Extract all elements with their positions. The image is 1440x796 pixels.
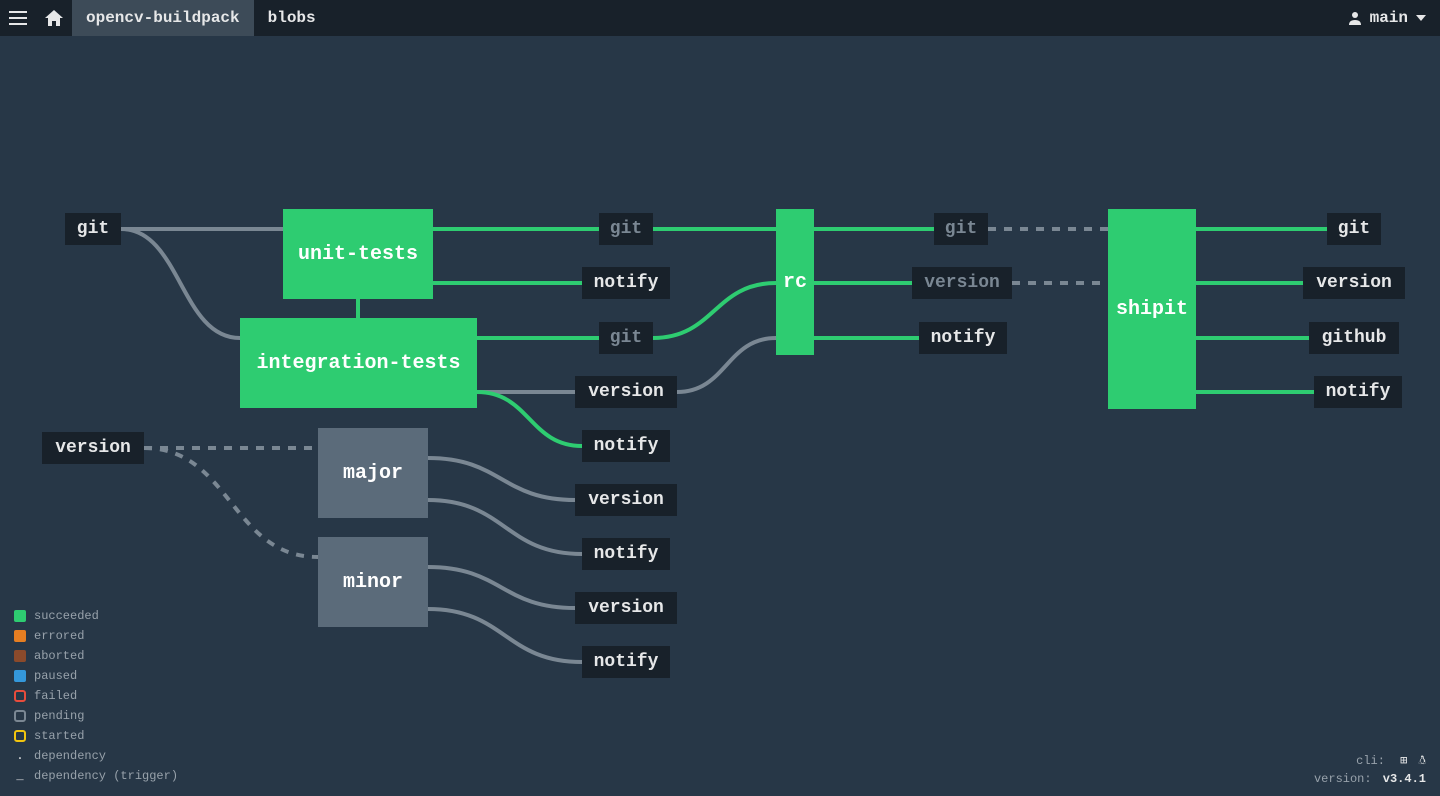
cli-label: cli: [1356, 754, 1385, 768]
legend-swatch [14, 670, 26, 682]
resource-it_notify[interactable]: notify [582, 430, 670, 462]
legend-label: paused [34, 666, 77, 686]
resource-maj_version[interactable]: version [575, 484, 677, 516]
legend-label: dependency [34, 746, 106, 766]
resource-rc_notify[interactable]: notify [919, 322, 1007, 354]
pipeline-tabs: opencv-buildpackblobs [72, 0, 330, 36]
legend-row: started [14, 726, 178, 746]
resource-it_version[interactable]: version [575, 376, 677, 408]
legend-row: paused [14, 666, 178, 686]
legend-row: _ dependency (trigger) [14, 766, 178, 786]
job-rc[interactable]: rc [776, 209, 814, 355]
legend-label: aborted [34, 646, 84, 666]
legend-swatch: _ [14, 766, 26, 786]
legend-row: errored [14, 626, 178, 646]
resource-maj_notify[interactable]: notify [582, 538, 670, 570]
legend-swatch [14, 710, 26, 722]
legend-swatch [14, 610, 26, 622]
legend-row: failed [14, 686, 178, 706]
pipeline-edges [0, 0, 1440, 796]
user-menu[interactable]: main [1334, 9, 1440, 27]
resource-rc_version[interactable]: version [912, 267, 1012, 299]
edge [477, 392, 582, 446]
legend-label: failed [34, 686, 77, 706]
user-icon [1348, 11, 1362, 25]
legend: succeedederroredabortedpausedfailedpendi… [14, 606, 178, 786]
resource-ut_git[interactable]: git [599, 213, 653, 245]
chevron-down-icon [1416, 15, 1426, 21]
legend-swatch [14, 690, 26, 702]
pipeline-tab[interactable]: opencv-buildpack [72, 0, 254, 36]
pipeline-tab[interactable]: blobs [254, 0, 330, 36]
version-label: version: [1314, 772, 1372, 786]
home-icon[interactable] [36, 0, 72, 36]
version-value[interactable]: v3.4.1 [1383, 772, 1426, 786]
legend-swatch: . [14, 746, 26, 766]
resource-git_in[interactable]: git [65, 213, 121, 245]
cli-windows-icon[interactable]: ⊞ [1400, 754, 1407, 768]
footer: cli: ⊞ 🐧︎ version: v3.4.1 [1314, 752, 1426, 788]
legend-label: started [34, 726, 84, 746]
job-integration_tests[interactable]: integration-tests [240, 318, 477, 408]
legend-label: errored [34, 626, 84, 646]
menu-icon[interactable] [0, 0, 36, 36]
resource-sh_notify[interactable]: notify [1314, 376, 1402, 408]
job-unit_tests[interactable]: unit-tests [283, 209, 433, 299]
resource-version_in[interactable]: version [42, 432, 144, 464]
edge [428, 567, 575, 608]
resource-it_git[interactable]: git [599, 322, 653, 354]
legend-label: dependency (trigger) [34, 766, 178, 786]
legend-row: aborted [14, 646, 178, 666]
edge [428, 458, 575, 500]
edge [121, 229, 240, 338]
edge [653, 283, 776, 338]
resource-min_notify[interactable]: notify [582, 646, 670, 678]
legend-row: pending [14, 706, 178, 726]
edge [428, 609, 582, 662]
resource-sh_version[interactable]: version [1303, 267, 1405, 299]
resource-sh_git[interactable]: git [1327, 213, 1381, 245]
resource-ut_notify[interactable]: notify [582, 267, 670, 299]
job-shipit[interactable]: shipit [1108, 209, 1196, 409]
edge [428, 500, 582, 554]
legend-label: pending [34, 706, 84, 726]
job-minor[interactable]: minor [318, 537, 428, 627]
legend-row: . dependency [14, 746, 178, 766]
topbar: opencv-buildpackblobs main [0, 0, 1440, 36]
legend-swatch [14, 630, 26, 642]
user-label: main [1370, 9, 1408, 27]
edge [144, 448, 318, 557]
edge [677, 338, 776, 392]
resource-min_version[interactable]: version [575, 592, 677, 624]
resource-rc_git[interactable]: git [934, 213, 988, 245]
legend-row: succeeded [14, 606, 178, 626]
resource-sh_github[interactable]: github [1309, 322, 1399, 354]
legend-label: succeeded [34, 606, 99, 626]
job-major[interactable]: major [318, 428, 428, 518]
legend-swatch [14, 650, 26, 662]
legend-swatch [14, 730, 26, 742]
cli-linux-icon[interactable]: 🐧︎ [1419, 754, 1426, 768]
